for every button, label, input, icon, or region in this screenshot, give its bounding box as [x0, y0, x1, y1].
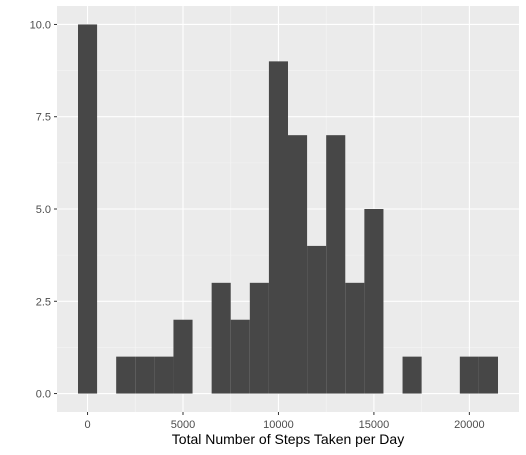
x-tick-label: 0 [84, 419, 90, 431]
histogram-bar [154, 356, 174, 394]
histogram-bar [173, 319, 193, 394]
histogram-bar [230, 319, 250, 394]
histogram-bar [326, 135, 346, 394]
histogram-bar [268, 61, 288, 394]
x-tick-label: 10000 [263, 419, 294, 431]
histogram-bar [78, 24, 98, 394]
x-axis-title: Total Number of Steps Taken per Day [172, 431, 404, 447]
y-tick-label: 10.0 [30, 19, 51, 31]
x-axis: 0 5000 10000 15000 20000 [84, 412, 485, 431]
histogram-bar [345, 282, 365, 394]
histogram-bar [288, 135, 308, 394]
histogram-bar [364, 209, 384, 394]
histogram-bar [211, 282, 231, 394]
x-tick-label: 20000 [454, 419, 485, 431]
x-tick-label: 5000 [171, 419, 195, 431]
histogram-bar [307, 245, 327, 394]
histogram-bar [402, 356, 422, 394]
y-axis: 0.0 2.5 5.0 7.5 10.0 [30, 19, 57, 401]
y-tick-label: 2.5 [36, 296, 51, 308]
histogram-bar [459, 356, 479, 394]
histogram-bar [135, 356, 155, 394]
y-tick-label: 5.0 [36, 204, 51, 216]
x-tick-label: 15000 [359, 419, 390, 431]
histogram-bar [116, 356, 136, 394]
histogram-bar [478, 356, 498, 394]
histogram-bars [78, 24, 498, 394]
histogram-bar [249, 282, 269, 394]
y-tick-label: 0.0 [36, 389, 51, 401]
y-tick-label: 7.5 [36, 112, 51, 124]
